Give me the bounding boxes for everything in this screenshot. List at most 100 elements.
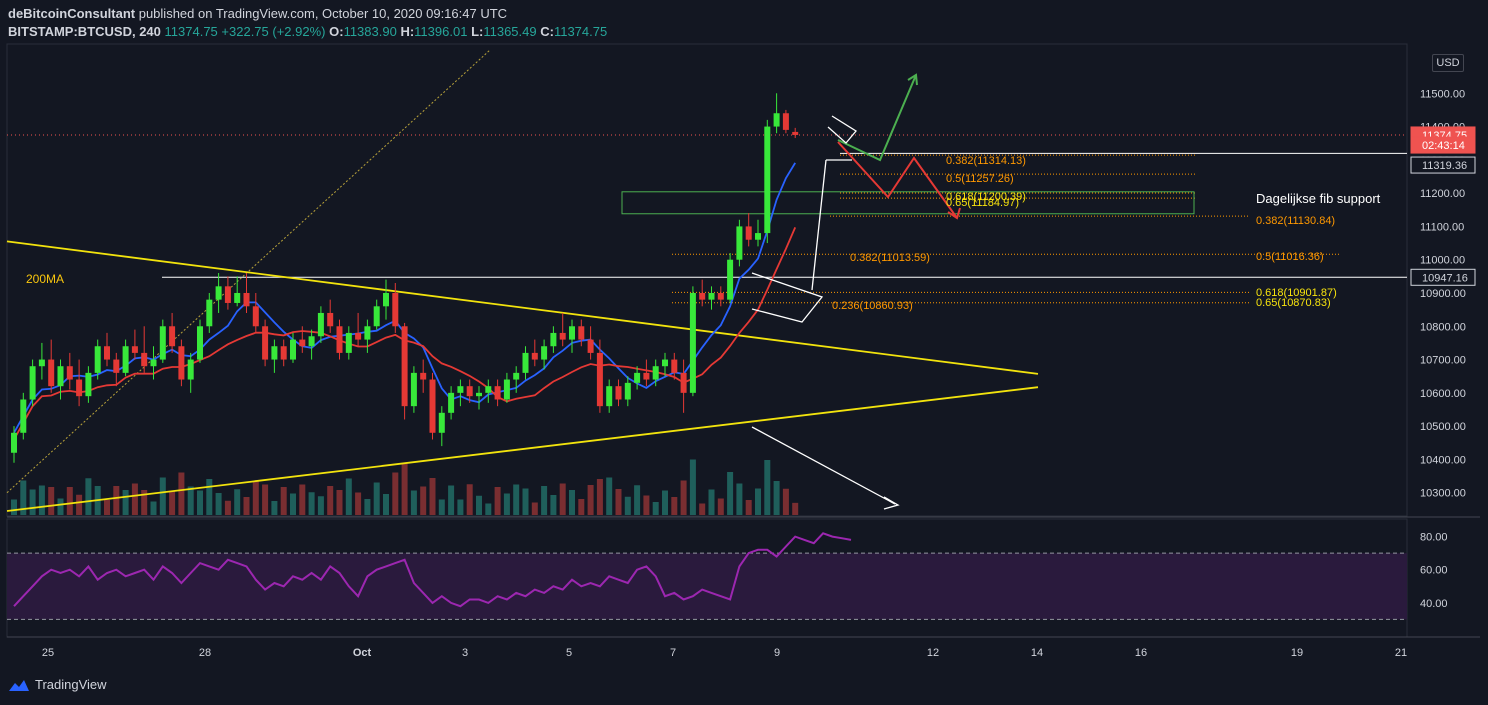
- volume-bar: [717, 498, 724, 515]
- rsi-tick-label: 60.00: [1420, 565, 1448, 577]
- fib-daily-title: Dagelijkse fib support: [1256, 191, 1381, 206]
- candle-body: [48, 359, 55, 387]
- ma-label: 200MA: [26, 272, 64, 286]
- candle-body: [755, 233, 761, 240]
- candle-body: [38, 359, 45, 367]
- price-tick-label: 10400.00: [1420, 454, 1466, 466]
- low-value: 11365.49: [483, 24, 537, 39]
- volume-bar: [606, 477, 613, 515]
- volume-bar: [494, 487, 501, 515]
- volume-bar: [587, 485, 594, 515]
- volume-bar: [671, 497, 678, 515]
- candle-body: [736, 226, 743, 260]
- candle-body: [792, 131, 799, 135]
- price-tick-label: 11500.00: [1420, 88, 1465, 100]
- volume-bar: [680, 480, 687, 515]
- fib-upper-382: 0.382(11314.13): [946, 155, 1026, 167]
- candle-body: [587, 339, 594, 353]
- volume-bar: [187, 486, 194, 515]
- rsi-tick-label: 40.00: [1420, 598, 1448, 610]
- volume-bar: [364, 499, 371, 515]
- countdown-badge-bg: [1410, 136, 1476, 154]
- volume-bar: [689, 459, 696, 515]
- candle-body: [364, 326, 371, 340]
- open-label: O:: [329, 24, 344, 39]
- candle-body: [569, 326, 575, 340]
- candle-body: [317, 312, 324, 337]
- price-axis[interactable]: 11500.0011400.0011300.0011200.0011100.00…: [1410, 88, 1476, 610]
- volume-bar: [224, 500, 231, 515]
- price-tick-label: 10700.00: [1420, 355, 1466, 367]
- brand-name: TradingView: [35, 677, 107, 692]
- support-zone-box: [621, 191, 1195, 215]
- volume-bar: [141, 490, 148, 515]
- volume-bar: [122, 490, 129, 515]
- volume-bar: [764, 460, 771, 515]
- candle-body: [290, 339, 296, 360]
- low-label: L:: [471, 24, 484, 39]
- volume-bar: [308, 492, 315, 515]
- rsi-indicator: [7, 532, 1407, 620]
- candle-body: [634, 372, 641, 383]
- symbol-label[interactable]: BITSTAMP:BTCUSD, 240: [8, 24, 161, 39]
- bullish-path-arrow: [837, 74, 917, 162]
- volume-bar: [243, 497, 250, 515]
- main-pane[interactable]: [6, 43, 1408, 517]
- candle-body: [57, 366, 64, 387]
- volume-bar: [736, 483, 743, 515]
- currency-badge[interactable]: USD: [1432, 54, 1464, 72]
- level-badge-upper-bg: [1410, 156, 1476, 174]
- volume-bar: [420, 486, 427, 515]
- volume-bar: [569, 490, 575, 515]
- volume-decline-arrowhead: [883, 496, 900, 510]
- candle-body: [457, 386, 464, 393]
- volume-bar: [652, 502, 659, 515]
- volume-bar: [29, 489, 36, 515]
- candle-body: [606, 386, 613, 407]
- long-trendline: [6, 49, 491, 494]
- published-text: published on TradingView.com, October 10…: [135, 6, 508, 21]
- candle-body: [689, 292, 696, 393]
- candle-body: [206, 299, 213, 327]
- candle-body: [680, 372, 687, 393]
- time-tick-label: 21: [1395, 647, 1407, 659]
- volume-bar: [699, 503, 706, 515]
- volume-bar: [20, 480, 27, 515]
- volume-bar: [317, 496, 324, 515]
- candle-body: [299, 339, 306, 347]
- publisher-name[interactable]: deBitcoinConsultant: [8, 6, 136, 21]
- volume-bar: [215, 493, 222, 515]
- volume-bar: [336, 490, 343, 515]
- candles: [11, 93, 799, 463]
- volume-bar: [531, 502, 538, 515]
- volume-bar: [401, 464, 408, 515]
- tradingview-logo-icon: [9, 679, 29, 691]
- candle-body: [169, 326, 176, 347]
- candle-body: [448, 392, 455, 413]
- candle-body: [438, 412, 445, 433]
- volume-bar: [522, 488, 529, 515]
- volume-bar: [513, 484, 520, 515]
- volume-bar: [383, 494, 389, 515]
- fib-right-5: 0.5(11016.36): [1256, 251, 1324, 263]
- bearish-arrowhead: [947, 207, 961, 220]
- price-tick-label: 10300.00: [1420, 488, 1466, 500]
- candle-body: [652, 366, 659, 380]
- rsi-line: [13, 532, 852, 608]
- close-label: C:: [540, 24, 554, 39]
- volume-bar: [708, 489, 715, 515]
- volume-bar: [662, 490, 668, 515]
- rsi-tick-label: 80.00: [1420, 532, 1448, 544]
- candle-body: [224, 286, 231, 303]
- candle-body: [476, 392, 482, 397]
- time-axis[interactable]: 25 28 Oct 3 5 7 9 12 14 16 19 21: [42, 647, 1407, 659]
- volume-bar: [596, 479, 603, 515]
- volume-bar: [355, 492, 362, 515]
- volume-bar: [76, 494, 83, 515]
- fib-right-382: 0.382(11130.84): [1256, 215, 1335, 227]
- volume-decline-arrow: [751, 426, 896, 505]
- price-tick-label: 11100.00: [1420, 221, 1464, 233]
- volume-bar: [448, 485, 455, 515]
- tradingview-brand[interactable]: TradingView: [8, 677, 107, 692]
